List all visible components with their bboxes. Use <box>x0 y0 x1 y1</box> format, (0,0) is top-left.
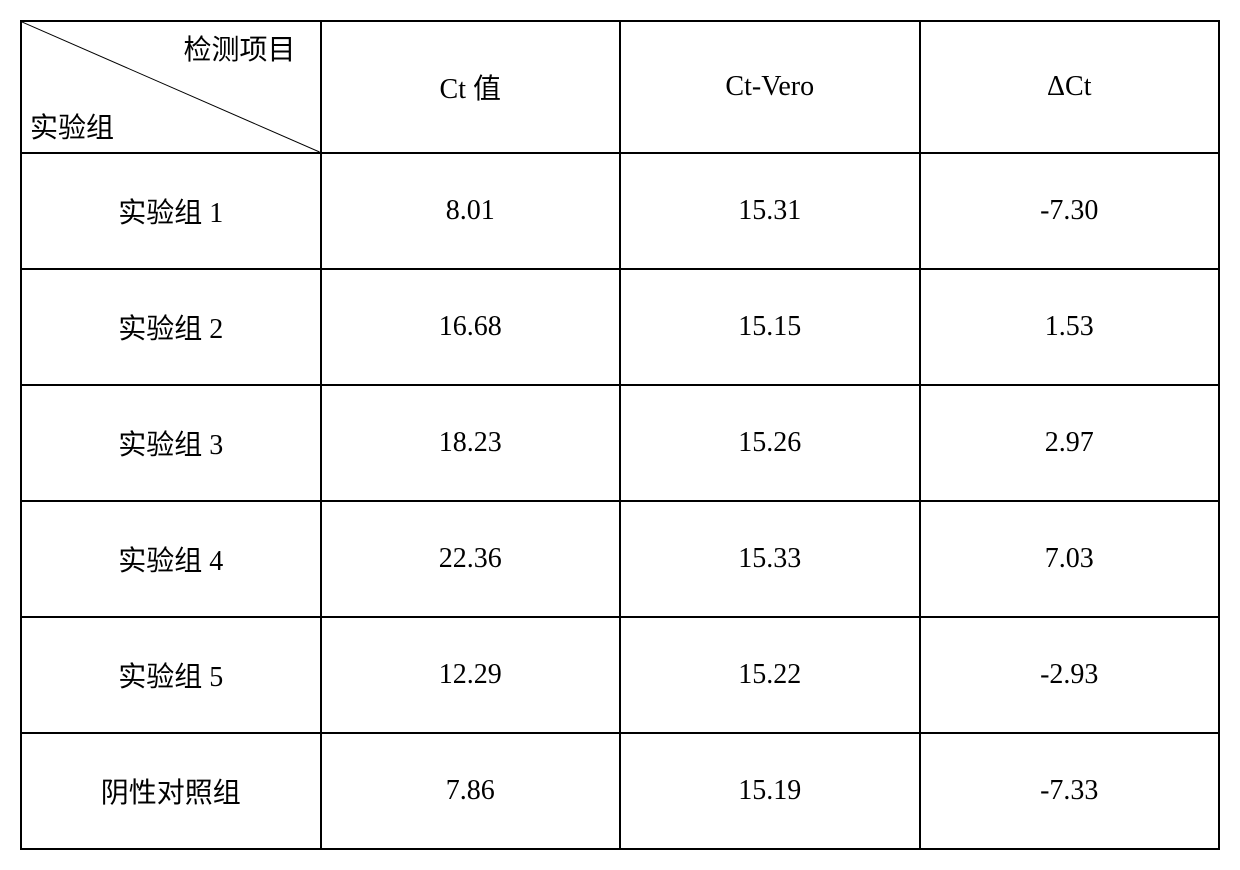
data-table-container: 检测项目 实验组 Ct 值 Ct-Vero ΔCt 实验组 1 8.01 15.… <box>20 20 1220 850</box>
cell-ctvero: 15.33 <box>620 501 920 617</box>
cell-delta: 2.97 <box>920 385 1220 501</box>
diag-header-cell: 检测项目 实验组 <box>21 21 321 153</box>
cell-delta: -7.30 <box>920 153 1220 269</box>
cell-ct: 12.29 <box>321 617 621 733</box>
diag-bottom-label: 实验组 <box>30 106 114 146</box>
cell-ct: 18.23 <box>321 385 621 501</box>
cell-delta: 1.53 <box>920 269 1220 385</box>
table-row: 阴性对照组 7.86 15.19 -7.33 <box>21 733 1219 849</box>
table-row: 实验组 3 18.23 15.26 2.97 <box>21 385 1219 501</box>
cell-ct: 8.01 <box>321 153 621 269</box>
diag-top-label: 检测项目 <box>183 28 295 68</box>
cell-delta: -2.93 <box>920 617 1220 733</box>
cell-ct: 22.36 <box>321 501 621 617</box>
row-label: 实验组 1 <box>21 153 321 269</box>
col-header-ctvero: Ct-Vero <box>620 21 920 153</box>
cell-ctvero: 15.22 <box>620 617 920 733</box>
cell-delta: -7.33 <box>920 733 1220 849</box>
row-label: 实验组 4 <box>21 501 321 617</box>
cell-delta: 7.03 <box>920 501 1220 617</box>
table-row: 实验组 1 8.01 15.31 -7.30 <box>21 153 1219 269</box>
ct-data-table: 检测项目 实验组 Ct 值 Ct-Vero ΔCt 实验组 1 8.01 15.… <box>20 20 1220 850</box>
table-header-row: 检测项目 实验组 Ct 值 Ct-Vero ΔCt <box>21 21 1219 153</box>
cell-ct: 7.86 <box>321 733 621 849</box>
cell-ctvero: 15.31 <box>620 153 920 269</box>
cell-ctvero: 15.26 <box>620 385 920 501</box>
col-header-delta: ΔCt <box>920 21 1220 153</box>
table-row: 实验组 5 12.29 15.22 -2.93 <box>21 617 1219 733</box>
row-label: 实验组 3 <box>21 385 321 501</box>
row-label: 实验组 2 <box>21 269 321 385</box>
col-header-ct: Ct 值 <box>321 21 621 153</box>
row-label: 实验组 5 <box>21 617 321 733</box>
table-row: 实验组 2 16.68 15.15 1.53 <box>21 269 1219 385</box>
table-row: 实验组 4 22.36 15.33 7.03 <box>21 501 1219 617</box>
cell-ctvero: 15.19 <box>620 733 920 849</box>
row-label: 阴性对照组 <box>21 733 321 849</box>
cell-ct: 16.68 <box>321 269 621 385</box>
cell-ctvero: 15.15 <box>620 269 920 385</box>
